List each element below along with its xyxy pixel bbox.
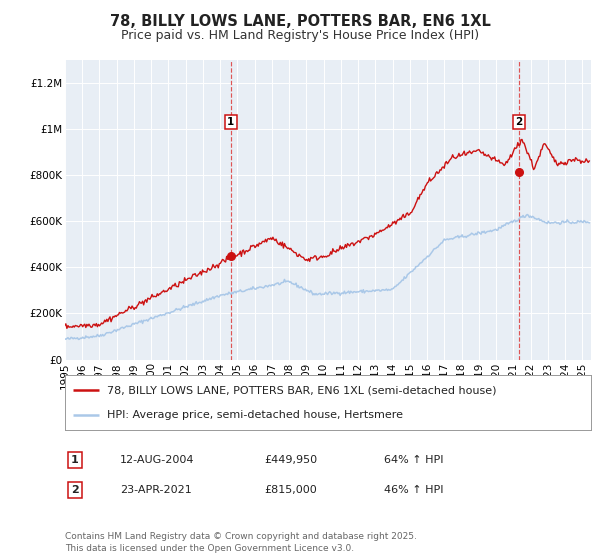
Text: Contains HM Land Registry data © Crown copyright and database right 2025.
This d: Contains HM Land Registry data © Crown c…: [65, 533, 416, 553]
Text: HPI: Average price, semi-detached house, Hertsmere: HPI: Average price, semi-detached house,…: [107, 409, 403, 419]
Text: 78, BILLY LOWS LANE, POTTERS BAR, EN6 1XL: 78, BILLY LOWS LANE, POTTERS BAR, EN6 1X…: [110, 14, 490, 29]
Text: 64% ↑ HPI: 64% ↑ HPI: [384, 455, 443, 465]
Text: 2: 2: [71, 485, 79, 495]
Text: £815,000: £815,000: [264, 485, 317, 495]
Text: 46% ↑ HPI: 46% ↑ HPI: [384, 485, 443, 495]
Text: 12-AUG-2004: 12-AUG-2004: [120, 455, 194, 465]
Text: 23-APR-2021: 23-APR-2021: [120, 485, 192, 495]
Text: 2: 2: [515, 117, 523, 127]
Text: 1: 1: [71, 455, 79, 465]
Text: 78, BILLY LOWS LANE, POTTERS BAR, EN6 1XL (semi-detached house): 78, BILLY LOWS LANE, POTTERS BAR, EN6 1X…: [107, 385, 496, 395]
Text: Price paid vs. HM Land Registry's House Price Index (HPI): Price paid vs. HM Land Registry's House …: [121, 29, 479, 42]
Text: 1: 1: [227, 117, 235, 127]
Text: £449,950: £449,950: [264, 455, 317, 465]
